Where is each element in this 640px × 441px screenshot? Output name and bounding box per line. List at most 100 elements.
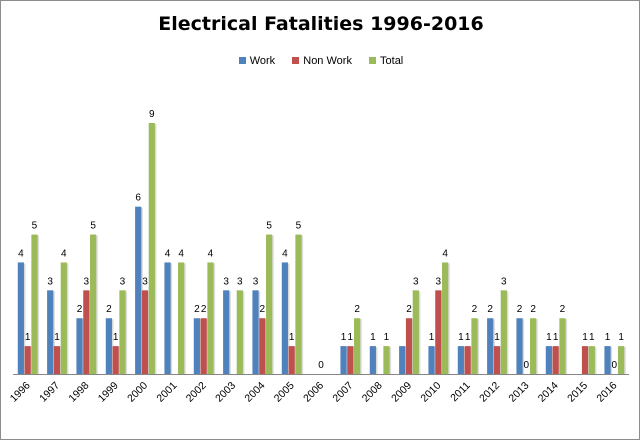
legend-swatch-total	[369, 56, 377, 64]
bar-non-work-1998	[83, 290, 90, 374]
bar-work-1997	[47, 290, 54, 374]
legend-entry-work: Work	[238, 55, 276, 67]
bar-total-2010	[442, 262, 449, 374]
data-label-non-work-2009: 2	[406, 304, 412, 315]
x-tick-label-2005: 2005	[272, 380, 297, 405]
data-label-work-2001: 4	[165, 248, 171, 259]
bar-non-work-2011	[464, 346, 471, 374]
data-label-work-2004: 3	[253, 276, 259, 287]
data-label-total-2015: 1	[589, 332, 595, 343]
data-label-non-work-2010: 3	[436, 276, 442, 287]
data-label-total-2012: 3	[501, 276, 507, 287]
x-tick-label-2004: 2004	[242, 380, 267, 405]
bar-total-2005	[295, 234, 302, 374]
data-label-work-2007: 1	[341, 332, 347, 343]
data-label-non-work-2007: 1	[348, 332, 354, 343]
data-label-work-2010: 1	[429, 332, 435, 343]
x-tick-label-2014: 2014	[536, 380, 561, 405]
bar-work-1996	[17, 262, 24, 374]
bar-work-2007	[340, 346, 347, 374]
x-tick-label-2000: 2000	[125, 380, 150, 405]
x-tick-label-2010: 2010	[418, 380, 443, 405]
bar-total-1998	[90, 234, 97, 374]
bar-work-2016	[604, 346, 611, 374]
bar-total-2012	[500, 290, 507, 374]
bar-non-work-2000	[141, 290, 149, 374]
bar-total-2014	[559, 318, 566, 374]
bar-total-2004	[266, 234, 273, 374]
bar-work-2004	[252, 290, 259, 374]
bar-non-work-1997	[53, 346, 61, 374]
bar-work-2013	[516, 318, 523, 374]
x-tick-label-1998: 1998	[66, 380, 91, 405]
x-tick-label-1999: 1999	[96, 380, 121, 405]
bar-total-1996	[31, 234, 38, 374]
data-label-non-work-2002: 2	[201, 304, 207, 315]
data-label-total-2011: 2	[472, 304, 478, 315]
bar-work-2000	[135, 206, 142, 374]
legend-swatch-non-work	[292, 56, 300, 64]
data-label-total-1998: 5	[90, 221, 96, 232]
bar-non-work-2012	[493, 346, 501, 374]
bar-total-2016	[618, 346, 625, 374]
x-tick-label-2013: 2013	[506, 380, 531, 405]
bar-non-work-2007	[347, 346, 354, 374]
legend-label-non-work: Non Work	[303, 55, 352, 67]
legend-swatch-work	[238, 56, 246, 64]
x-tick-label-2016: 2016	[594, 380, 619, 405]
bar-work-2002	[193, 318, 200, 374]
data-label-non-work-1999: 1	[113, 332, 119, 343]
bar-work-2011	[457, 346, 464, 374]
data-label-total-2002: 4	[208, 248, 214, 259]
data-label-total-2007: 2	[354, 304, 360, 315]
data-label-non-work-2016: 0	[612, 360, 618, 371]
data-label-non-work-2005: 1	[289, 332, 295, 343]
data-label-work-1999: 2	[106, 304, 112, 315]
x-tick-label-2011: 2011	[448, 380, 473, 405]
data-label-work-2013: 2	[517, 304, 523, 315]
data-label-work-1997: 3	[47, 276, 53, 287]
bar-work-2008	[369, 346, 376, 374]
bar-work-2010	[428, 346, 435, 374]
x-tick-label-2009: 2009	[389, 380, 414, 405]
legend-entry-total: Total	[369, 55, 403, 67]
data-label-total-2008: 1	[384, 332, 390, 343]
data-label-total-2010: 4	[442, 248, 448, 259]
data-label-non-work-1998: 3	[84, 276, 90, 287]
bar-non-work-2010	[435, 290, 442, 374]
bar-total-2009	[412, 290, 419, 374]
x-tick-label-2007: 2007	[330, 380, 355, 405]
bar-work-2005	[281, 262, 288, 374]
data-label-work-2012: 2	[487, 304, 493, 315]
x-tick-label-2006: 2006	[301, 380, 326, 405]
data-label-total-1999: 3	[120, 276, 126, 287]
data-label-total-2004: 5	[266, 221, 272, 232]
data-label-work-1998: 2	[77, 304, 83, 315]
x-tick-label-1997: 1997	[37, 380, 62, 405]
data-label-work-2003: 3	[223, 276, 229, 287]
bar-non-work-1996	[24, 346, 31, 374]
legend: Work Non Work Total	[1, 55, 640, 67]
data-label-work-2002: 2	[194, 304, 200, 315]
bar-total-2002	[207, 262, 214, 374]
bar-work-2009	[399, 346, 406, 374]
data-label-total-2013: 2	[530, 304, 536, 315]
bar-work-1998	[76, 318, 83, 374]
bar-work-2003	[223, 290, 230, 374]
data-label-total-2016: 1	[618, 332, 624, 343]
data-label-non-work-2013: 0	[524, 360, 530, 371]
bar-non-work-2015	[581, 346, 589, 374]
data-label-work-2011: 1	[458, 332, 464, 343]
data-label-non-work-2015: 1	[582, 332, 588, 343]
data-label-total-2000: 9	[149, 109, 155, 120]
data-label-non-work-2012: 1	[494, 332, 500, 343]
bar-non-work-2005	[288, 346, 295, 374]
legend-label-work: Work	[249, 55, 276, 67]
bar-total-2001	[178, 262, 185, 374]
bar-total-1997	[60, 262, 67, 374]
data-label-total-2005: 5	[296, 221, 302, 232]
bar-non-work-2009	[405, 318, 413, 374]
x-tick-label-2003: 2003	[213, 380, 238, 405]
bar-non-work-2004	[259, 318, 266, 374]
